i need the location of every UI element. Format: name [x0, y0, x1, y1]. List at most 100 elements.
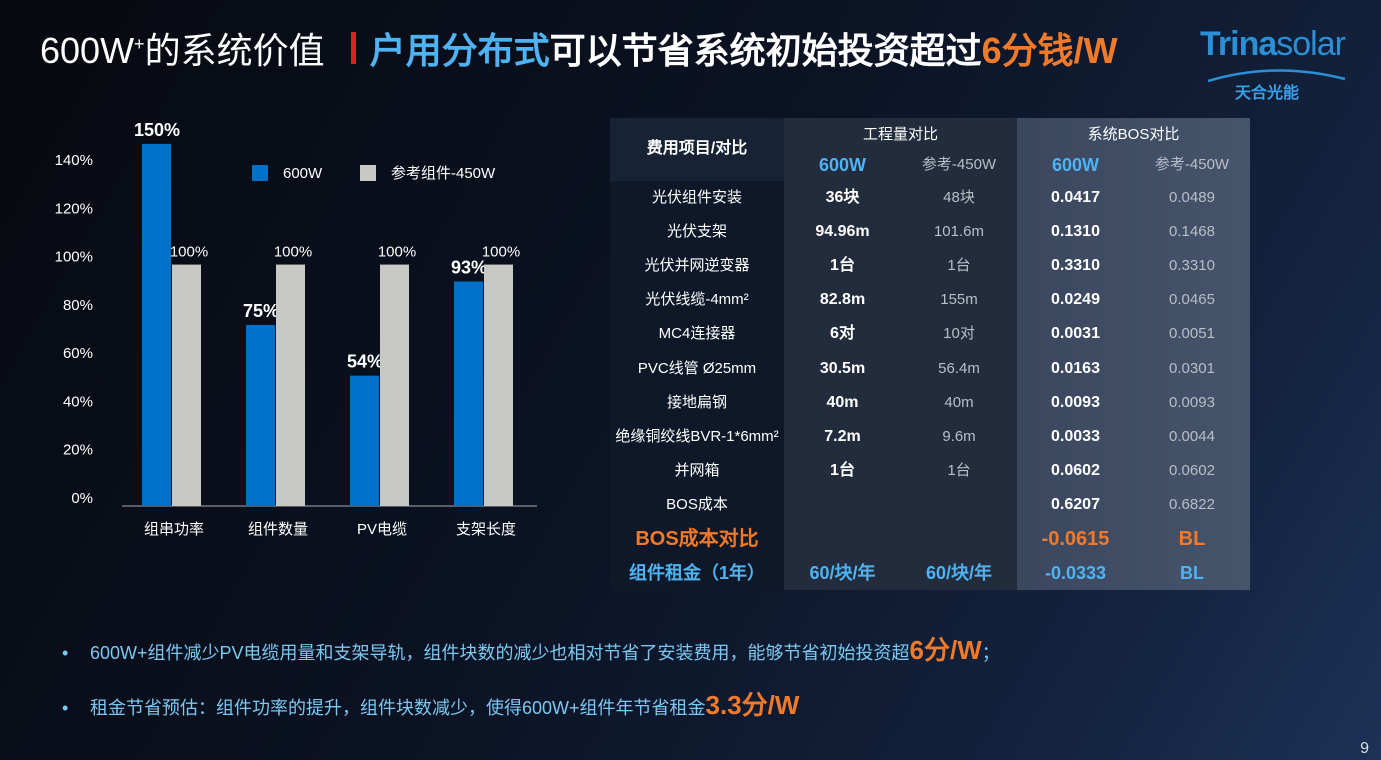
- table-cell: 0.0301: [1169, 359, 1215, 377]
- table-cell: 0.0093: [1169, 393, 1215, 411]
- table-cell: 0.1310: [1051, 223, 1100, 241]
- table-cell: 1台: [830, 461, 855, 479]
- legend-label: 600W: [283, 165, 323, 182]
- bar-ref-450w: [380, 264, 409, 506]
- bar-600w: [142, 143, 171, 506]
- data-label: 100%: [170, 244, 208, 261]
- sub-header: 600W: [818, 155, 867, 175]
- table-cell: 36块: [825, 189, 860, 206]
- table-cell: 0.0602: [1051, 461, 1100, 479]
- page-number: 9: [1360, 740, 1369, 757]
- y-tick-label: 60%: [63, 345, 93, 362]
- slide-title: 600W+的系统价值 户用分布式 可以节省系统初始投资超过 6分钱/W: [40, 22, 1118, 74]
- legend-swatch: [360, 165, 376, 181]
- row-label: 光伏线缆-4mm²: [645, 291, 749, 309]
- bar-600w: [246, 324, 275, 506]
- title-main: 600W+的系统价值: [40, 30, 325, 71]
- table-cell: 1台: [947, 257, 971, 275]
- row-label: BOS成本对比: [635, 528, 759, 550]
- table-cell: 60/块/年: [925, 563, 993, 584]
- table-cell: 0.0602: [1169, 461, 1215, 479]
- row-label: BOS成本: [666, 495, 728, 513]
- bar-ref-450w: [276, 264, 305, 506]
- y-tick-label: 80%: [63, 297, 93, 314]
- bar-ref-450w: [172, 264, 201, 506]
- group-header-quantity: 工程量对比: [862, 126, 938, 143]
- table-cell: -0.0615: [1041, 528, 1110, 550]
- title-highlight-blue: 户用分布式: [369, 30, 550, 71]
- table-cell: 48块: [943, 189, 975, 206]
- table-cell: -0.0333: [1044, 563, 1107, 584]
- legend-label: 参考组件-450W: [391, 165, 496, 182]
- x-tick-label: 组件数量: [248, 521, 308, 538]
- table-cell: 0.0465: [1169, 291, 1215, 309]
- bullet-item: • 600W+组件减少PV电缆用量和支架导轨，组件块数的减少也相对节省了安装费用，…: [62, 635, 1000, 665]
- bar-600w: [350, 375, 379, 506]
- bar-ref-450w: [484, 264, 513, 506]
- sub-header: 参考-450W: [1154, 156, 1230, 173]
- y-tick-label: 120%: [55, 200, 93, 217]
- table-cell: 0.0163: [1051, 359, 1100, 377]
- trina-solar-logo: Trinasolar 天合光能: [1200, 25, 1346, 102]
- table-cell: 155m: [940, 291, 978, 309]
- row-label: 光伏组件安装: [651, 189, 742, 206]
- y-tick-label: 140%: [55, 152, 93, 169]
- bullet-list: • 600W+组件减少PV电缆用量和支架导轨，组件块数的减少也相对节省了安装费用，…: [62, 630, 1000, 740]
- table-cell: 0.6207: [1051, 495, 1100, 513]
- table-cell: 0.1468: [1169, 223, 1215, 241]
- table-cell: 60/块/年: [809, 563, 876, 584]
- table-cell: 9.6m: [942, 427, 976, 445]
- group-header-bos: 系统BOS对比: [1087, 126, 1180, 143]
- table-cell: 0.0044: [1169, 427, 1215, 445]
- x-tick-label: 组串功率: [144, 521, 204, 538]
- table-cell: 94.96m: [815, 223, 870, 241]
- table-cell: 0.0249: [1051, 291, 1100, 309]
- x-tick-label: PV电缆: [357, 521, 407, 538]
- title-subtitle: 可以节省系统初始投资超过: [549, 30, 982, 71]
- table-cell: 0.0093: [1051, 393, 1100, 411]
- y-tick-label: 20%: [63, 442, 93, 459]
- table-cell: BL: [1178, 528, 1206, 550]
- row-label: 光伏并网逆变器: [644, 257, 750, 275]
- title-highlight-orange: 6分钱/W: [981, 30, 1118, 71]
- row-label: MC4连接器: [658, 325, 736, 343]
- y-tick-label: 40%: [63, 393, 93, 410]
- row-label: 光伏支架: [666, 223, 727, 241]
- table-cell: 10对: [943, 325, 975, 343]
- table-cell: 40m: [944, 393, 974, 411]
- table-cell: 101.6m: [933, 223, 985, 241]
- sub-header: 600W: [1051, 155, 1100, 175]
- title-divider: [350, 32, 356, 64]
- table-cell: BL: [1180, 563, 1204, 584]
- table-cell: 0.6822: [1169, 495, 1215, 513]
- table-cell: [784, 522, 901, 556]
- table-cell: 0.0417: [1051, 189, 1100, 206]
- bar-chart: 0% 20% 40% 60% 80% 100% 120% 140% 组串功率 150% 100% 组件…: [55, 120, 537, 538]
- bullet-item: • 租金节省预估：组件功率的提升，组件块数减少，使得600W+组件年节省租金 3.3…: [62, 690, 800, 720]
- legend-swatch: [252, 165, 268, 181]
- table-cell: [784, 488, 901, 522]
- table-cell: 1台: [830, 257, 855, 275]
- table-cell: 0.0033: [1051, 427, 1100, 445]
- row-label: 绝缘铜绞线BVR-1*6mm²: [615, 427, 779, 445]
- sub-header: 参考-450W: [921, 156, 997, 173]
- table-cell: 0.3310: [1169, 257, 1215, 275]
- table-cell: 0.3310: [1051, 257, 1100, 275]
- bar-600w: [454, 281, 483, 506]
- y-tick-label: 0%: [71, 490, 93, 507]
- row-label: 并网箱: [674, 461, 720, 479]
- table-cell: 40m: [826, 393, 859, 411]
- table-cell: [901, 522, 1017, 556]
- table-cell: 82.8m: [819, 291, 866, 309]
- table-corner-header: 费用项目/对比: [646, 140, 748, 157]
- row-label: 接地扁钢: [666, 393, 727, 411]
- bos-comparison-table: 费用项目/对比 工程量对比 系统BOS对比 600W 参考-450W 600W 参考-450…: [610, 118, 1250, 590]
- table-cell: 0.0051: [1169, 325, 1215, 343]
- data-label: 93%: [451, 257, 487, 277]
- data-label: 150%: [134, 120, 180, 140]
- table-cell: 1台: [947, 461, 971, 479]
- data-label: 100%: [378, 244, 416, 261]
- y-tick-label: 100%: [55, 249, 93, 266]
- data-label: 100%: [274, 244, 312, 261]
- table-cell: 6对: [830, 325, 855, 343]
